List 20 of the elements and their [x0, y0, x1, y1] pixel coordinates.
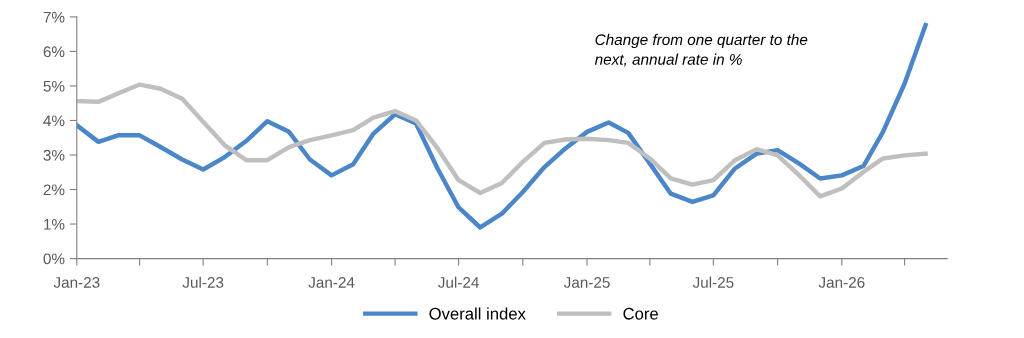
x-tick-label: Jan-24 — [308, 277, 355, 288]
x-tick-label: Jan-25 — [563, 277, 610, 288]
y-tick-label: 5% — [43, 80, 65, 92]
x-tick-label: Jul-23 — [182, 276, 224, 288]
legend-label: Overall index — [429, 307, 526, 320]
y-tick-label: 0% — [43, 253, 65, 265]
y-tick-label: 7% — [43, 11, 65, 23]
y-tick-label: 1% — [44, 218, 65, 230]
line-series — [76, 82, 928, 199]
y-tick-label: 2% — [43, 184, 65, 196]
annotation: Change from one quarter to the next, annual rate in % — [594, 33, 808, 67]
y-tick-label: 3% — [43, 149, 65, 161]
x-tick-label: Jan-26 — [818, 277, 865, 288]
line-series — [76, 22, 928, 230]
y-tick-label: 6% — [43, 46, 65, 58]
x-tick-label: Jan-23 — [53, 277, 100, 288]
legend-label: Core — [623, 307, 658, 320]
x-tick-label: Jul-24 — [438, 276, 479, 288]
x-tick-label: Jul-25 — [692, 276, 734, 288]
y-tick-label: 4% — [43, 115, 65, 127]
